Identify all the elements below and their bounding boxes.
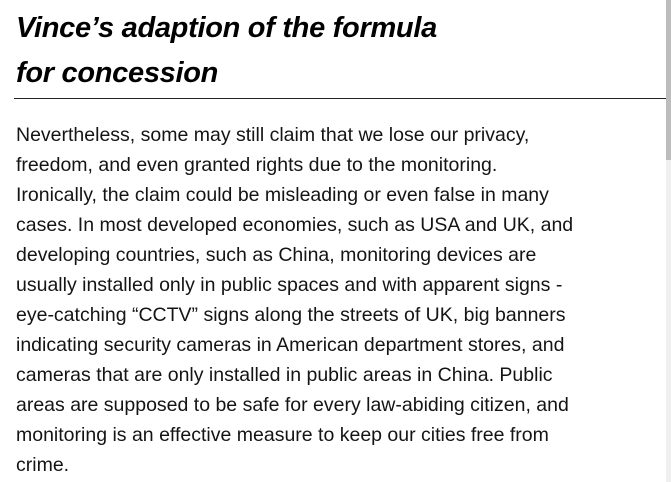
scrollbar-thumb[interactable] [666,0,671,160]
vertical-scrollbar[interactable] [666,0,671,482]
slide-body-text: Nevertheless, some may still claim that … [16,124,574,476]
slide-title: Vince’s adaption of the formula for conc… [16,12,437,89]
title-divider [14,98,668,99]
